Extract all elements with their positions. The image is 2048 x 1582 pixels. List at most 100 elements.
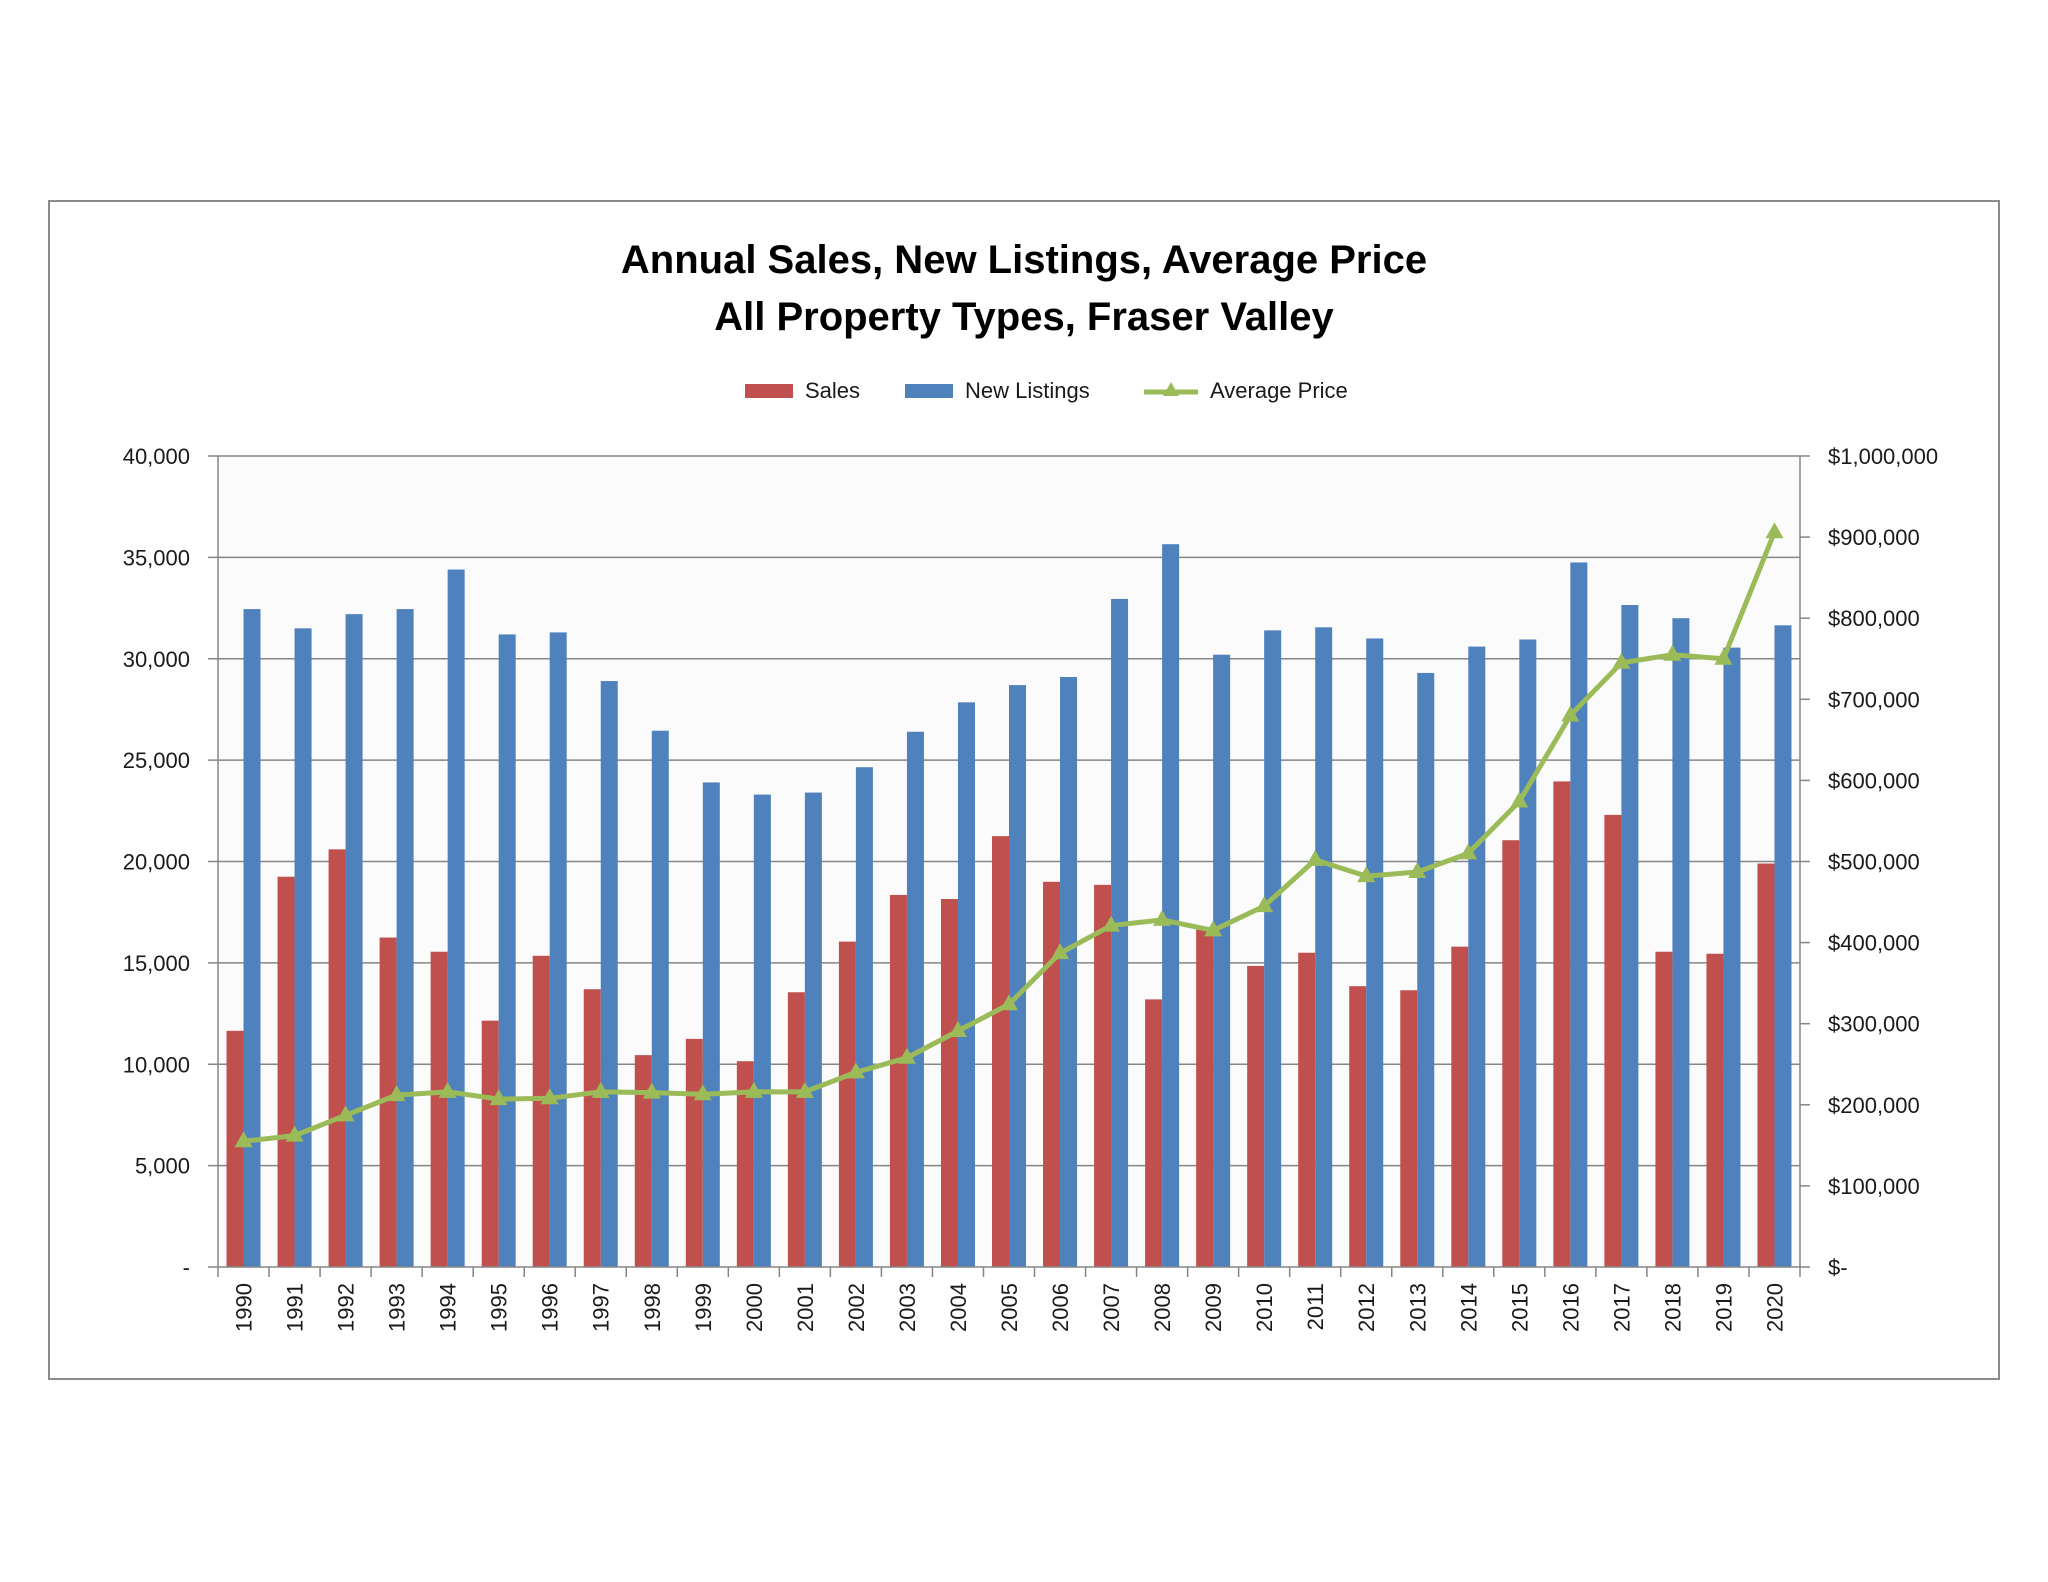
- right-axis-tick-label: $900,000: [1828, 525, 1920, 550]
- legend-label-sales: Sales: [805, 378, 861, 403]
- right-axis-tick-label: $-: [1828, 1255, 1848, 1280]
- chart-title-line-2: All Property Types, Fraser Valley: [714, 295, 1334, 339]
- new-listings-bar: [753, 794, 771, 1267]
- x-axis-tick-label: 1994: [436, 1283, 461, 1332]
- x-axis-tick-label: 2004: [946, 1283, 971, 1332]
- average-price-marker: [693, 1084, 712, 1101]
- left-axis-tick-label: 25,000: [123, 748, 190, 773]
- average-price-marker: [1561, 705, 1580, 722]
- average-price-marker: [1051, 943, 1070, 960]
- legend-item-new-listings: New Listings: [905, 376, 1090, 406]
- new-listings-bar: [1366, 638, 1384, 1267]
- new-listings-bar: [1315, 627, 1333, 1267]
- sales-bar: [889, 894, 907, 1267]
- right-axis-tick-label: $700,000: [1828, 687, 1920, 712]
- new-listings-bar: [1264, 630, 1282, 1267]
- sales-bar: [277, 876, 295, 1267]
- sales-bar: [1706, 953, 1724, 1267]
- chart-title: Annual Sales, New Listings, Average Pric…: [0, 232, 2048, 346]
- right-axis-tick-label: $200,000: [1828, 1093, 1920, 1118]
- left-axis-tick-label: 5,000: [135, 1154, 190, 1179]
- sales-bar: [787, 992, 805, 1267]
- left-axis-tick-label: 10,000: [123, 1052, 190, 1077]
- new-listings-bar: [1417, 672, 1435, 1267]
- average-price-marker: [285, 1125, 304, 1142]
- sales-bar: [481, 1020, 499, 1267]
- average-price-marker: [1459, 843, 1478, 860]
- left-axis-tick-label: 15,000: [123, 951, 190, 976]
- average-price-marker: [1510, 791, 1529, 808]
- average-price-marker: [387, 1085, 406, 1102]
- new-listings-bar: [702, 782, 720, 1267]
- average-price-marker: [1000, 994, 1018, 1011]
- x-axis-tick-label: 2018: [1660, 1283, 1685, 1332]
- average-price-marker: [1765, 522, 1784, 539]
- right-axis-tick-label: $800,000: [1828, 606, 1920, 631]
- x-axis-tick-label: 2009: [1201, 1283, 1226, 1332]
- sales-bar: [583, 989, 601, 1267]
- sales-bar: [1553, 781, 1571, 1267]
- new-listings-bar: [1213, 654, 1231, 1267]
- sales-bar: [1400, 990, 1418, 1267]
- new-listings-bar: [804, 792, 822, 1267]
- average-price-marker: [489, 1089, 508, 1106]
- new-listings-bar: [957, 702, 975, 1267]
- sales-bar: [685, 1038, 703, 1267]
- x-axis-tick-label: 1992: [334, 1283, 359, 1332]
- average-price-marker: [234, 1131, 253, 1148]
- legend-item-average-price: Average Price: [1142, 376, 1348, 406]
- average-price-marker: [1612, 652, 1631, 669]
- chart-title-line-1: Annual Sales, New Listings, Average Pric…: [620, 238, 1428, 282]
- right-axis-tick-label: $600,000: [1828, 768, 1920, 793]
- sales-bar: [226, 1030, 244, 1267]
- sales-bar: [532, 955, 550, 1267]
- average-price-marker: [1153, 909, 1172, 926]
- average-price-marker: [642, 1082, 661, 1099]
- x-axis-tick-label: 1993: [385, 1283, 410, 1332]
- sales-bar: [379, 937, 397, 1267]
- x-axis-tick-label: 1999: [691, 1283, 716, 1332]
- sales-bar: [838, 941, 856, 1267]
- new-listings-bar: [498, 634, 516, 1267]
- new-listings-bar: [1723, 647, 1741, 1267]
- x-axis-tick-label: 1995: [487, 1283, 512, 1332]
- right-axis-tick-label: $400,000: [1828, 931, 1920, 956]
- sales-bar: [1451, 946, 1469, 1267]
- left-axis-tick-label: 30,000: [123, 647, 190, 672]
- sales-bar: [940, 899, 958, 1267]
- sales-bar: [328, 849, 346, 1267]
- x-axis-tick-label: 2007: [1099, 1283, 1124, 1332]
- new-listings-bar: [906, 731, 924, 1267]
- x-axis-tick-label: 2020: [1762, 1283, 1787, 1332]
- average-price-marker: [540, 1088, 559, 1105]
- new-listings-bar: [651, 730, 669, 1267]
- x-axis-tick-label: 1990: [232, 1283, 257, 1332]
- sales-bar: [1655, 951, 1673, 1267]
- average-price-marker: [1204, 920, 1223, 937]
- new-listings-bar: [1111, 598, 1129, 1267]
- average-price-marker: [846, 1062, 865, 1079]
- new-listings-bar: [1774, 625, 1792, 1267]
- new-listings-bar: [1621, 605, 1639, 1267]
- right-axis-tick-label: $100,000: [1828, 1174, 1920, 1199]
- sales-bar: [1349, 986, 1367, 1267]
- new-listings-bar: [1519, 639, 1537, 1267]
- sales-bar: [1502, 840, 1520, 1267]
- new-listings-bar: [1570, 562, 1588, 1267]
- average-price-marker: [744, 1081, 763, 1098]
- average-price-marker: [1714, 648, 1733, 665]
- sales-bar: [992, 836, 1009, 1267]
- new-listings-bar: [1009, 685, 1026, 1267]
- x-axis-tick-label: 2016: [1558, 1283, 1583, 1332]
- average-price-marker: [948, 1020, 967, 1037]
- sales-bar: [1196, 929, 1214, 1267]
- left-axis-tick-label: -: [183, 1255, 190, 1280]
- sales-bar: [634, 1055, 652, 1267]
- sales-bar: [1043, 881, 1061, 1267]
- x-axis-tick-label: 2014: [1456, 1283, 1481, 1332]
- new-listings-bar: [396, 609, 414, 1267]
- new-listings-bar: [549, 632, 567, 1267]
- sales-bar: [1247, 965, 1265, 1267]
- right-axis-tick-label: $500,000: [1828, 850, 1920, 875]
